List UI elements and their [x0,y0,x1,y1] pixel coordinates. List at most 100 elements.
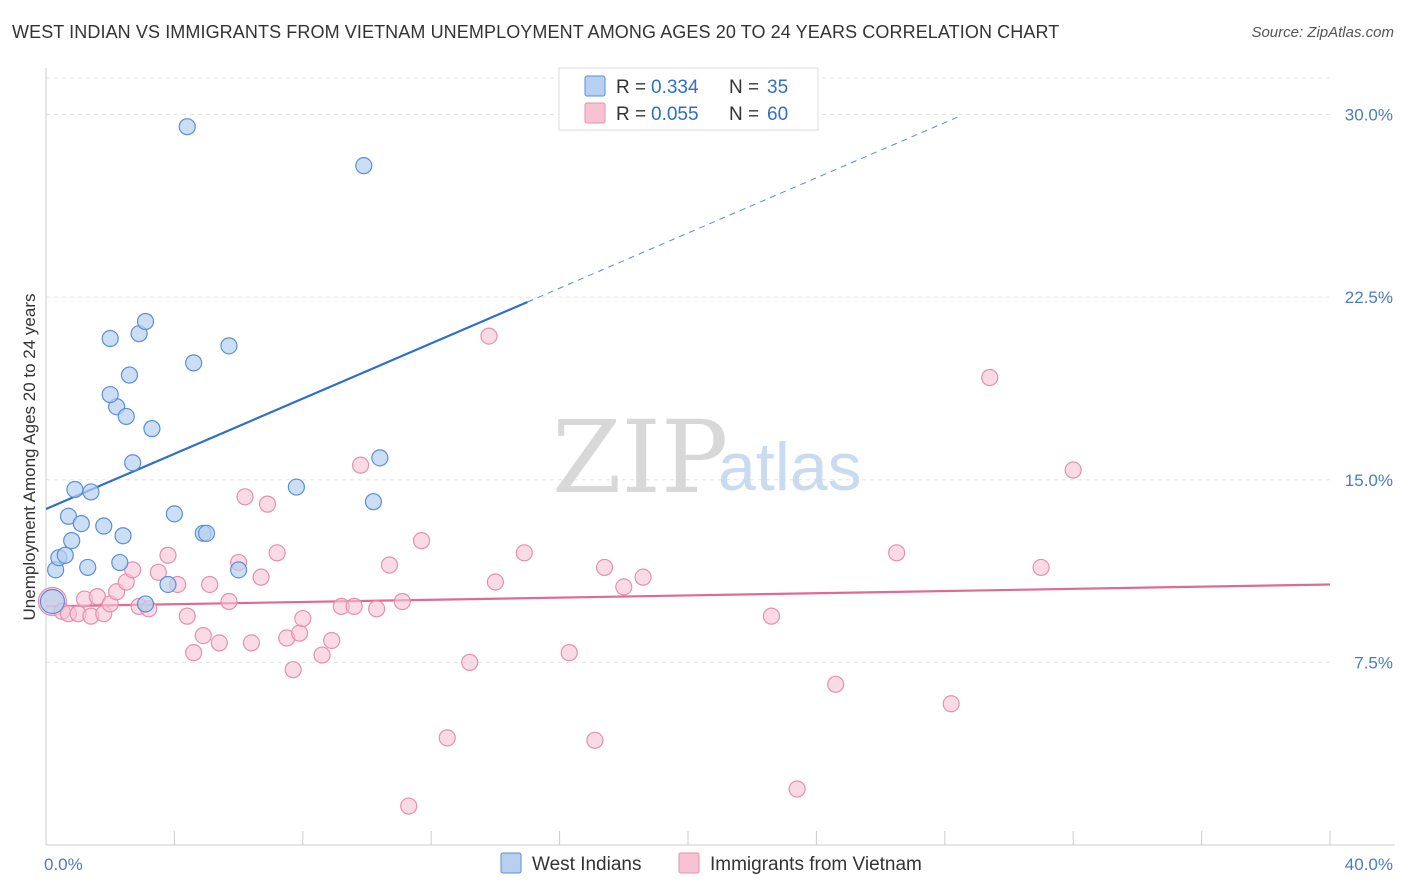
vietnam-point [368,600,386,618]
vietnam-point [290,624,309,642]
vietnam-point [888,544,906,562]
west-indian-point [124,454,142,472]
vietnam-point [345,597,363,615]
trend-lines [45,115,1331,608]
vietnam-point [294,609,312,628]
vietnam-point [515,544,533,562]
west-indian-point [39,588,66,615]
legend-swatch-west-indians [584,75,606,97]
west-indian-point [143,420,161,438]
vietnam-point [351,456,370,474]
vietnam-point [313,646,331,664]
vietnam-point [762,607,781,625]
vietnam-point [615,578,633,596]
watermark-zip: ZIP [552,399,728,516]
vietnam-trend-line [45,583,1331,608]
west-indian-points [39,118,389,615]
vietnam-point [194,626,212,645]
vietnam-point [788,780,806,798]
legend-n-label-1: N = [729,104,759,125]
vietnam-point [461,653,479,671]
vietnam-point [1064,461,1082,479]
vietnam-point [1032,558,1050,577]
west-indian-point [165,505,183,523]
west-indian-point [364,493,383,511]
y-tick-label-0: 7.5% [1354,653,1393,672]
west-indian-point [197,524,216,542]
vietnam-point [185,644,203,662]
y-tick-labels: 7.5% 15.0% 22.5% 30.0% [1345,106,1393,673]
vietnam-point [560,644,578,662]
west-indian-trend-line [45,301,528,510]
west-indian-point [111,553,129,572]
west-indian-trend-extension [527,115,962,303]
legend-n-value-1: 60 [767,104,788,125]
vietnam-points [37,327,1082,815]
bottom-legend-west-indians: West Indians [532,854,641,875]
west-indian-point [59,507,78,525]
vietnam-point [124,561,142,579]
vietnam-point [220,592,238,611]
vietnam-point [201,575,219,594]
west-indian-point [95,517,113,535]
vietnam-point [634,568,652,586]
vietnam-point [981,368,999,387]
legend-r-label-1: R = [616,104,646,125]
west-indian-point [66,480,84,499]
west-indian-point [114,527,132,545]
axes [45,68,1395,846]
west-indian-point [117,407,135,426]
vietnam-point [827,675,845,693]
y-tick-label-1: 15.0% [1345,471,1393,490]
vietnam-point [242,634,261,652]
legend-swatch-vietnam [584,102,606,124]
west-indian-point [178,118,196,136]
west-indian-point [355,157,373,175]
x-tick-label-1: 40.0% [1345,855,1393,874]
vietnam-point [236,488,254,506]
west-indian-point [79,558,97,577]
correlation-legend: R = 0.334 N = 35 R = 0.055 N = 60 [558,67,819,131]
west-indian-point [101,385,119,404]
west-indian-point [220,337,238,355]
watermark: ZIP atlas [552,399,862,516]
bottom-legend-swatch-west-indians [500,852,522,874]
vietnam-point [942,695,960,713]
legend-r-value-1: 0.055 [651,104,699,125]
west-indian-point [63,532,81,550]
x-tick-labels: 0.0% 40.0% [44,855,1393,874]
vietnam-point [438,729,456,747]
series-legend: West Indians Immigrants from Vietnam [500,852,922,875]
west-indian-point [82,483,100,501]
west-indian-point [185,354,203,372]
vietnam-point [178,607,196,625]
x-tick-label-0: 0.0% [44,855,83,874]
vietnam-point [400,797,418,815]
y-axis-title: Unemployment Among Ages 20 to 24 years [20,294,39,621]
vietnam-point [586,731,604,749]
west-indian-point [72,514,90,533]
y-tick-label-3: 30.0% [1345,106,1393,125]
west-indian-point [159,575,177,594]
legend-r-value-0: 0.334 [651,77,699,98]
vietnam-point [284,661,302,679]
vietnam-point [268,544,286,562]
vietnam-point [159,546,177,564]
vietnam-point [149,563,167,581]
west-indian-point [101,329,119,348]
vietnam-point [595,558,614,577]
bottom-legend-swatch-vietnam [678,852,700,874]
legend-n-label-0: N = [729,77,759,98]
vietnam-point [252,568,270,586]
vietnam-point [258,495,277,513]
chart-title: WEST INDIAN VS IMMIGRANTS FROM VIETNAM U… [12,22,1060,42]
bottom-legend-vietnam: Immigrants from Vietnam [710,854,922,875]
vietnam-point [486,573,504,591]
west-indian-point [136,595,155,613]
west-indian-point [136,312,155,331]
west-indian-point [56,546,74,564]
vietnam-point [210,634,228,652]
west-indian-point [287,478,305,496]
y-tick-label-2: 22.5% [1345,288,1393,307]
